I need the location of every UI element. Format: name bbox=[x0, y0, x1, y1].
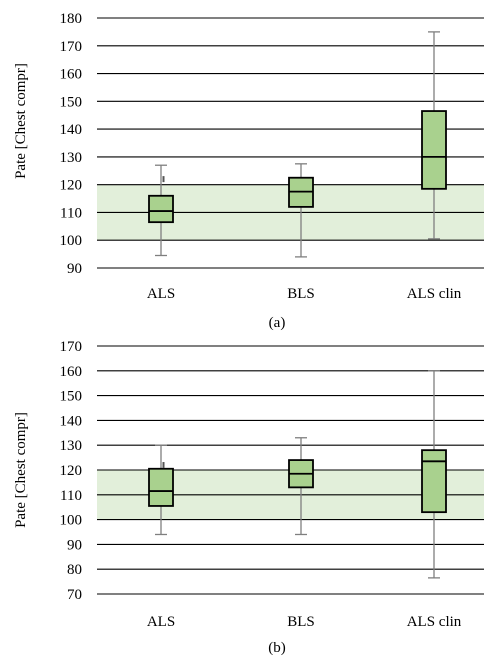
y-tick-label: 140 bbox=[60, 413, 83, 429]
y-tick-label: 130 bbox=[60, 438, 83, 454]
y-tick-label: 150 bbox=[60, 94, 83, 110]
box-bls bbox=[288, 437, 314, 536]
box-iqr bbox=[421, 110, 447, 190]
y-tick-label: 150 bbox=[60, 389, 83, 405]
box-als bbox=[148, 164, 174, 257]
box-iqr bbox=[421, 449, 447, 514]
y-axis-label: Pate [Chest compr] bbox=[13, 63, 29, 179]
y-tick-label: 70 bbox=[67, 587, 82, 603]
y-axis-label: Pate [Chest compr] bbox=[13, 412, 29, 528]
y-tick-label: 160 bbox=[60, 364, 83, 380]
box-iqr bbox=[148, 467, 174, 507]
y-tick-label: 80 bbox=[67, 562, 82, 578]
x-tick-label: ALS clin bbox=[407, 614, 462, 630]
y-tick-label: 140 bbox=[60, 122, 83, 138]
y-tick-label: 130 bbox=[60, 150, 83, 166]
y-tick-label: 180 bbox=[60, 11, 83, 27]
box-als-clin bbox=[421, 370, 447, 579]
x-tick-label: ALS bbox=[147, 614, 175, 630]
x-tick-label: BLS bbox=[287, 286, 315, 302]
y-tick-label: 120 bbox=[60, 178, 83, 194]
y-tick-label: 100 bbox=[60, 233, 83, 249]
y-tick-label: 110 bbox=[60, 488, 82, 504]
y-tick-label: 160 bbox=[60, 67, 83, 83]
outlier-marker bbox=[162, 462, 165, 469]
box-als bbox=[148, 444, 174, 536]
y-tick-label: 90 bbox=[67, 537, 82, 553]
box-als-clin bbox=[421, 31, 447, 240]
box-bls bbox=[288, 163, 314, 258]
panel-label: (b) bbox=[268, 640, 286, 656]
y-tick-label: 90 bbox=[67, 261, 82, 277]
y-tick-label: 120 bbox=[60, 463, 83, 479]
x-tick-label: BLS bbox=[287, 614, 315, 630]
x-tick-label: ALS clin bbox=[407, 286, 462, 302]
y-tick-label: 170 bbox=[60, 339, 83, 355]
x-tick-label: ALS bbox=[147, 286, 175, 302]
outlier-marker bbox=[162, 176, 165, 183]
chart-panel-a: 90 100 110 120 130 140 150 160 170 180 Pate [Chest… bbox=[13, 11, 484, 331]
panel-label: (a) bbox=[269, 315, 286, 331]
y-tick-label: 100 bbox=[60, 513, 83, 529]
box-iqr bbox=[148, 194, 174, 224]
y-tick-label: 170 bbox=[60, 39, 83, 55]
chart-panel-b: 70 80 90 100 110 120 130 140 150 160 170 Pate [Ches… bbox=[13, 339, 484, 656]
y-tick-label: 110 bbox=[60, 205, 82, 221]
